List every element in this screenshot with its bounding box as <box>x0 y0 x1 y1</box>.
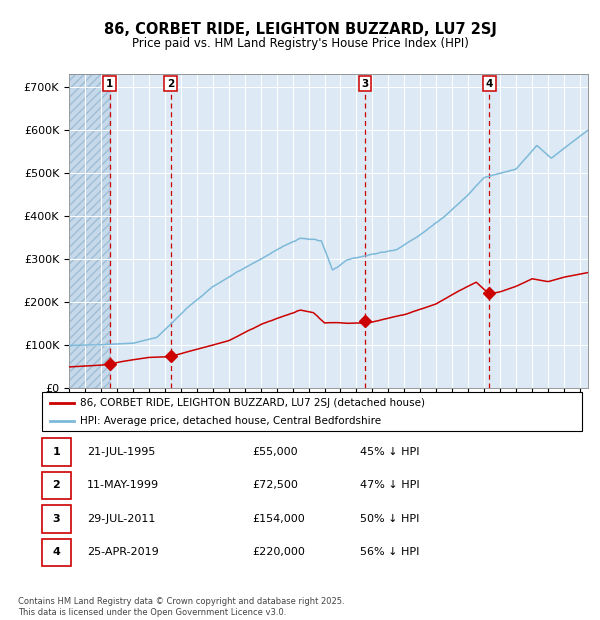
Text: 25-APR-2019: 25-APR-2019 <box>87 547 159 557</box>
Text: £55,000: £55,000 <box>252 447 298 457</box>
Text: 3: 3 <box>53 514 60 524</box>
Text: Price paid vs. HM Land Registry's House Price Index (HPI): Price paid vs. HM Land Registry's House … <box>131 37 469 50</box>
Text: HPI: Average price, detached house, Central Bedfordshire: HPI: Average price, detached house, Cent… <box>80 416 381 427</box>
Text: 4: 4 <box>52 547 61 557</box>
Text: 56% ↓ HPI: 56% ↓ HPI <box>360 547 419 557</box>
Text: 86, CORBET RIDE, LEIGHTON BUZZARD, LU7 2SJ (detached house): 86, CORBET RIDE, LEIGHTON BUZZARD, LU7 2… <box>80 398 425 408</box>
Text: £72,500: £72,500 <box>252 480 298 490</box>
Text: 1: 1 <box>106 79 113 89</box>
Text: 29-JUL-2011: 29-JUL-2011 <box>87 514 155 524</box>
Text: 45% ↓ HPI: 45% ↓ HPI <box>360 447 419 457</box>
Text: 11-MAY-1999: 11-MAY-1999 <box>87 480 159 490</box>
FancyBboxPatch shape <box>42 392 582 431</box>
Text: Contains HM Land Registry data © Crown copyright and database right 2025.
This d: Contains HM Land Registry data © Crown c… <box>18 598 344 617</box>
Bar <box>69 74 110 388</box>
Text: 2: 2 <box>53 480 60 490</box>
Text: 2: 2 <box>167 79 174 89</box>
Bar <box>69 74 110 388</box>
Text: 3: 3 <box>361 79 368 89</box>
Text: £154,000: £154,000 <box>252 514 305 524</box>
Text: 1: 1 <box>53 447 60 457</box>
Text: 21-JUL-1995: 21-JUL-1995 <box>87 447 155 457</box>
Text: £220,000: £220,000 <box>252 547 305 557</box>
Text: 50% ↓ HPI: 50% ↓ HPI <box>360 514 419 524</box>
Text: 86, CORBET RIDE, LEIGHTON BUZZARD, LU7 2SJ: 86, CORBET RIDE, LEIGHTON BUZZARD, LU7 2… <box>104 22 496 37</box>
Text: 47% ↓ HPI: 47% ↓ HPI <box>360 480 419 490</box>
Text: 4: 4 <box>485 79 493 89</box>
